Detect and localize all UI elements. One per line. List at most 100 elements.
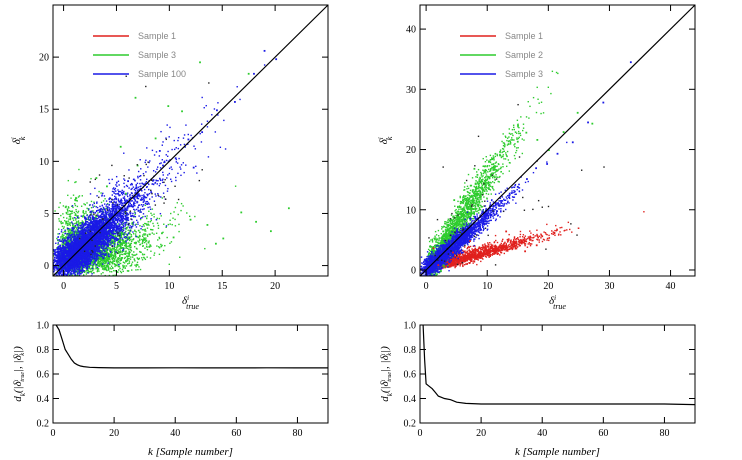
x-tick-label: 80 [292,428,302,439]
legend-label: Sample 3 [505,69,543,79]
data-point [124,202,126,204]
data-point [505,230,508,233]
y-tick-label: 0.4 [37,394,50,405]
y-tick-label: 20 [39,53,49,64]
x-tick-label: 0 [61,281,66,292]
data-point [571,141,574,144]
legend-label: Sample 1 [505,31,543,41]
data-point [629,61,632,64]
data-point [469,184,472,187]
data-point [446,244,449,247]
y-tick-label: 0.4 [404,394,417,405]
data-point [476,173,479,176]
x-tick-label: 40 [170,428,180,439]
x-tick-label: 5 [114,281,119,292]
data-point [119,145,122,148]
x-tick-label: 0 [418,428,423,439]
y-tick-label: 20 [406,145,416,156]
data-point [587,121,589,124]
legend-label: Sample 100 [138,69,186,79]
data-point [192,166,195,169]
data-point [453,199,456,202]
data-point [216,109,218,112]
data-point [473,167,476,170]
data-point [492,248,495,250]
data-point [97,231,100,234]
x-tick-label: 10 [482,281,492,292]
plot-frame [419,324,696,424]
data-point [507,143,510,146]
y-axis-label: dk(|δitrue|, |δik|) [379,346,394,402]
y-tick-label: 0 [411,265,416,276]
data-point [64,206,67,209]
data-point [222,237,225,240]
x-axis-label: k [Sample number] [148,446,233,458]
y-tick-label: 10 [406,205,416,216]
data-point [469,240,472,242]
data-point [199,61,201,64]
data-point [158,150,161,152]
data-point [162,164,164,167]
data-point [541,235,544,238]
data-point [71,255,73,258]
data-point [500,201,503,204]
data-point [461,229,464,232]
data-point [275,58,278,61]
x-tick-label: 20 [543,281,553,292]
plot-frame [52,4,329,277]
data-point [106,219,108,222]
x-tick-label: 60 [231,428,241,439]
data-point [454,237,457,239]
x-tick-label: 40 [666,281,676,292]
legend-label: Sample 3 [138,50,176,60]
y-tick-label: 10 [39,157,49,168]
y-tick-label: 0 [44,261,49,272]
data-point [462,196,465,199]
x-tick-label: 20 [476,428,486,439]
data-point [510,243,513,245]
data-point [485,213,487,215]
x-tick-label: 20 [109,428,119,439]
data-point [556,152,559,155]
data-point [452,251,454,254]
data-point [492,205,495,208]
x-tick-label: 80 [659,428,669,439]
data-point [146,203,149,205]
data-point [127,180,129,183]
data-point [576,111,579,114]
data-point [74,199,77,201]
x-axis-label: δi true [549,294,566,311]
data-point [247,72,250,75]
data-point [535,244,538,247]
data-point [69,213,71,216]
plot-frame [52,324,329,424]
data-point [84,229,87,232]
data-point [76,241,79,244]
data-point [142,239,144,242]
panel-3: 0 20 40 60 80 0.2 0.4 0.6 0.8 1.0 k [Sample number… [12,321,329,458]
data-point [553,232,556,235]
data-point [455,258,458,261]
data-point [95,177,98,179]
x-axis-label: δi true [182,294,199,311]
y-tick-label: 1.0 [404,321,417,332]
data-point [474,252,476,255]
plot-frame [419,4,696,277]
data-point [464,255,467,258]
data-point [201,131,204,134]
data-point [524,250,527,253]
scatter-points [53,49,290,276]
data-point [133,196,136,199]
data-point [187,138,190,141]
data-point [546,163,549,165]
panel-4: 0 20 40 60 80 0.2 0.4 0.6 0.8 1.0 k [Sample number… [379,321,696,458]
y-axis-label: δik [10,136,27,144]
y-tick-label: 5 [44,209,49,220]
data-point [287,207,290,210]
data-point [483,251,486,253]
data-point [442,230,445,233]
y-tick-label: 40 [406,25,416,36]
data-point [591,122,594,125]
data-point [115,214,118,217]
data-point [253,72,255,75]
